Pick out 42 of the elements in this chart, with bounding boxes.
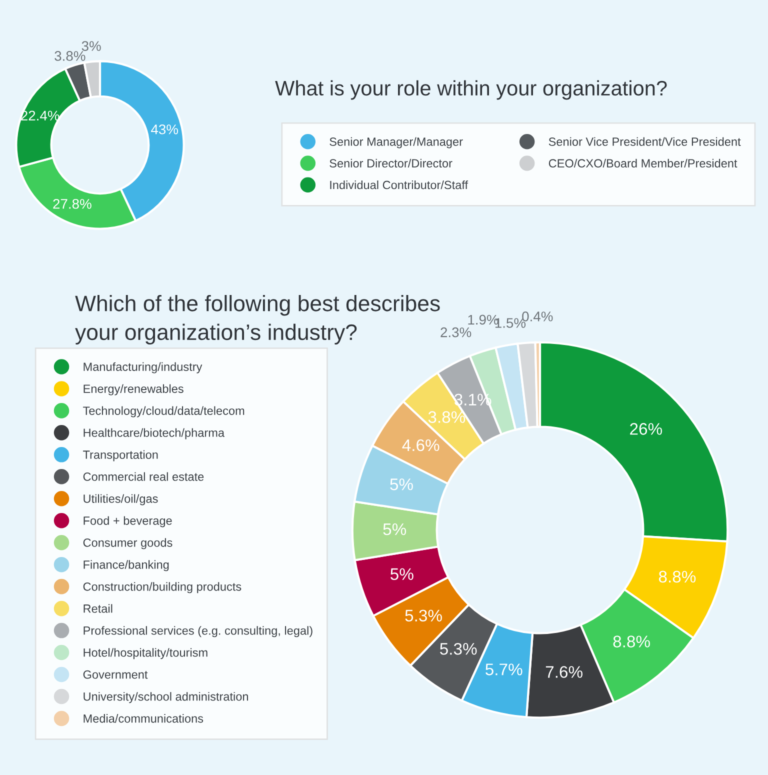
legend-label: Media/communications: [84, 714, 204, 723]
legend-label: Senior Manager/Manager: [330, 137, 463, 148]
data-label: 3%: [82, 41, 101, 51]
legend-label: Senior Director/Director: [330, 158, 452, 168]
legend-label: Food + beverage: [84, 516, 172, 528]
legend-label: Senior Vice President/Vice President: [548, 137, 741, 146]
data-label: 8.8%: [658, 570, 696, 583]
data-label: 43%: [151, 124, 178, 134]
legend-label: Technology/cloud/data/telecom: [83, 406, 244, 418]
legend-label: Retail: [84, 604, 112, 613]
legend-label: Construction/building products: [83, 582, 242, 594]
data-label: 5%: [390, 478, 413, 490]
data-label: 26%: [630, 423, 662, 435]
data-label: 4.6%: [402, 439, 440, 452]
legend-label: Finance/banking: [84, 560, 169, 572]
legend-label: Hotel/hospitality/tourism: [84, 648, 208, 660]
data-label: 5%: [383, 523, 406, 536]
data-label: 3.8%: [428, 411, 466, 423]
legend-label: Energy/renewables: [84, 384, 184, 396]
data-label: 5.3%: [405, 610, 442, 622]
data-label: 7.6%: [546, 666, 582, 678]
legend-label: Healthcare/biotech/pharma: [84, 428, 225, 440]
legend-label: Government: [83, 670, 148, 679]
legend-label: CEO/CXO/Board Member/President: [548, 158, 738, 168]
legend-label: University/school administration: [84, 692, 248, 704]
legend-label: Commercial real estate: [83, 472, 204, 481]
data-label: 27.8%: [53, 198, 92, 209]
data-label: 3.8%: [54, 51, 86, 61]
legend-label: Individual Contributor/Staff: [330, 180, 468, 190]
legend-label: Professional services (e.g. consulting, legal): [84, 626, 312, 638]
data-label: 5.7%: [486, 664, 522, 676]
legend-label: Transportation: [83, 450, 158, 462]
data-label: 2.3%: [440, 327, 472, 338]
legend-label: Consumer goods: [83, 538, 172, 550]
data-label: 8.8%: [613, 636, 650, 648]
legend-label: Utilities/oil/gas: [84, 494, 158, 506]
data-label: 5%: [390, 568, 414, 580]
chart-title: Which of the following best describes your organization’s industry?: [75, 295, 440, 344]
text: What is your role within your organization?: [275, 80, 667, 100]
data-label: 1.9%: [468, 314, 498, 325]
data-label: 5.3%: [440, 642, 477, 655]
legend-label: Manufacturing/industry: [84, 362, 202, 374]
